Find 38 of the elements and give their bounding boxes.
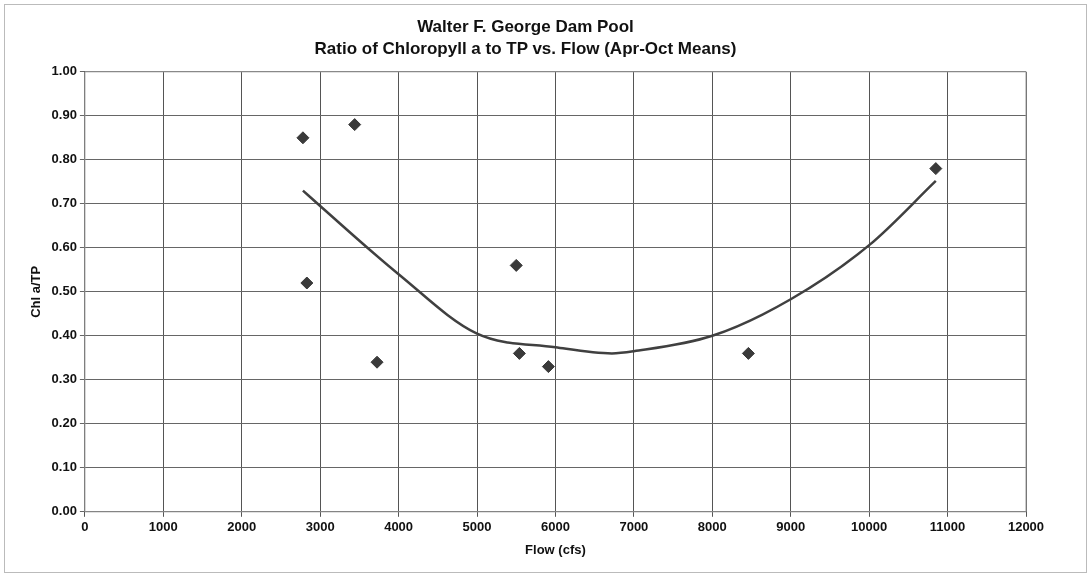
x-tick-label: 4000: [384, 519, 414, 535]
point: [370, 355, 384, 369]
x-tick-label: 2000: [227, 519, 257, 535]
x-tick-label: 10000: [851, 519, 888, 535]
y-tick-label: 0.10: [51, 459, 77, 475]
x-tick-label: 5000: [462, 519, 492, 535]
point: [929, 162, 943, 176]
point: [512, 346, 526, 360]
x-tick-label: 0: [81, 519, 89, 535]
point: [300, 276, 314, 290]
y-tick-label: 0.60: [51, 239, 77, 255]
x-tick-label: 12000: [1007, 519, 1045, 535]
y-tick-label: 0.90: [51, 107, 77, 123]
y-tick-label: 0.80: [51, 151, 77, 167]
y-tick-label: 0.00: [51, 503, 77, 519]
x-tick-label: 11000: [929, 519, 966, 535]
y-tick-label: 0.40: [51, 327, 77, 343]
point: [509, 258, 523, 272]
y-tick-label: 0.30: [51, 371, 77, 387]
x-tick-label: 8000: [697, 519, 727, 535]
y-tick-label: 0.20: [51, 415, 77, 431]
point: [296, 131, 310, 145]
x-tick-label: 7000: [619, 519, 649, 535]
x-tick-label: 6000: [540, 519, 570, 535]
x-tick-label: 3000: [305, 519, 335, 535]
line-series: [301, 179, 938, 355]
chart-title: Walter F. George Dam Pool: [417, 16, 634, 36]
chart-subtitle: Ratio of Chloropyll a to TP vs. Flow (Apr-Oct Means): [314, 39, 737, 59]
point: [541, 360, 555, 374]
y-axis-title: Chl a/TP: [28, 265, 44, 318]
point: [348, 118, 362, 132]
y-tick-label: 0.70: [51, 195, 77, 211]
y-tick-label: 1.00: [51, 63, 77, 79]
x-tick-label: 9000: [776, 519, 806, 535]
point: [741, 346, 755, 360]
x-axis-title: Flow (cfs): [525, 541, 586, 557]
y-tick-label: 0.50: [51, 283, 77, 299]
x-tick-label: 1000: [148, 519, 178, 535]
